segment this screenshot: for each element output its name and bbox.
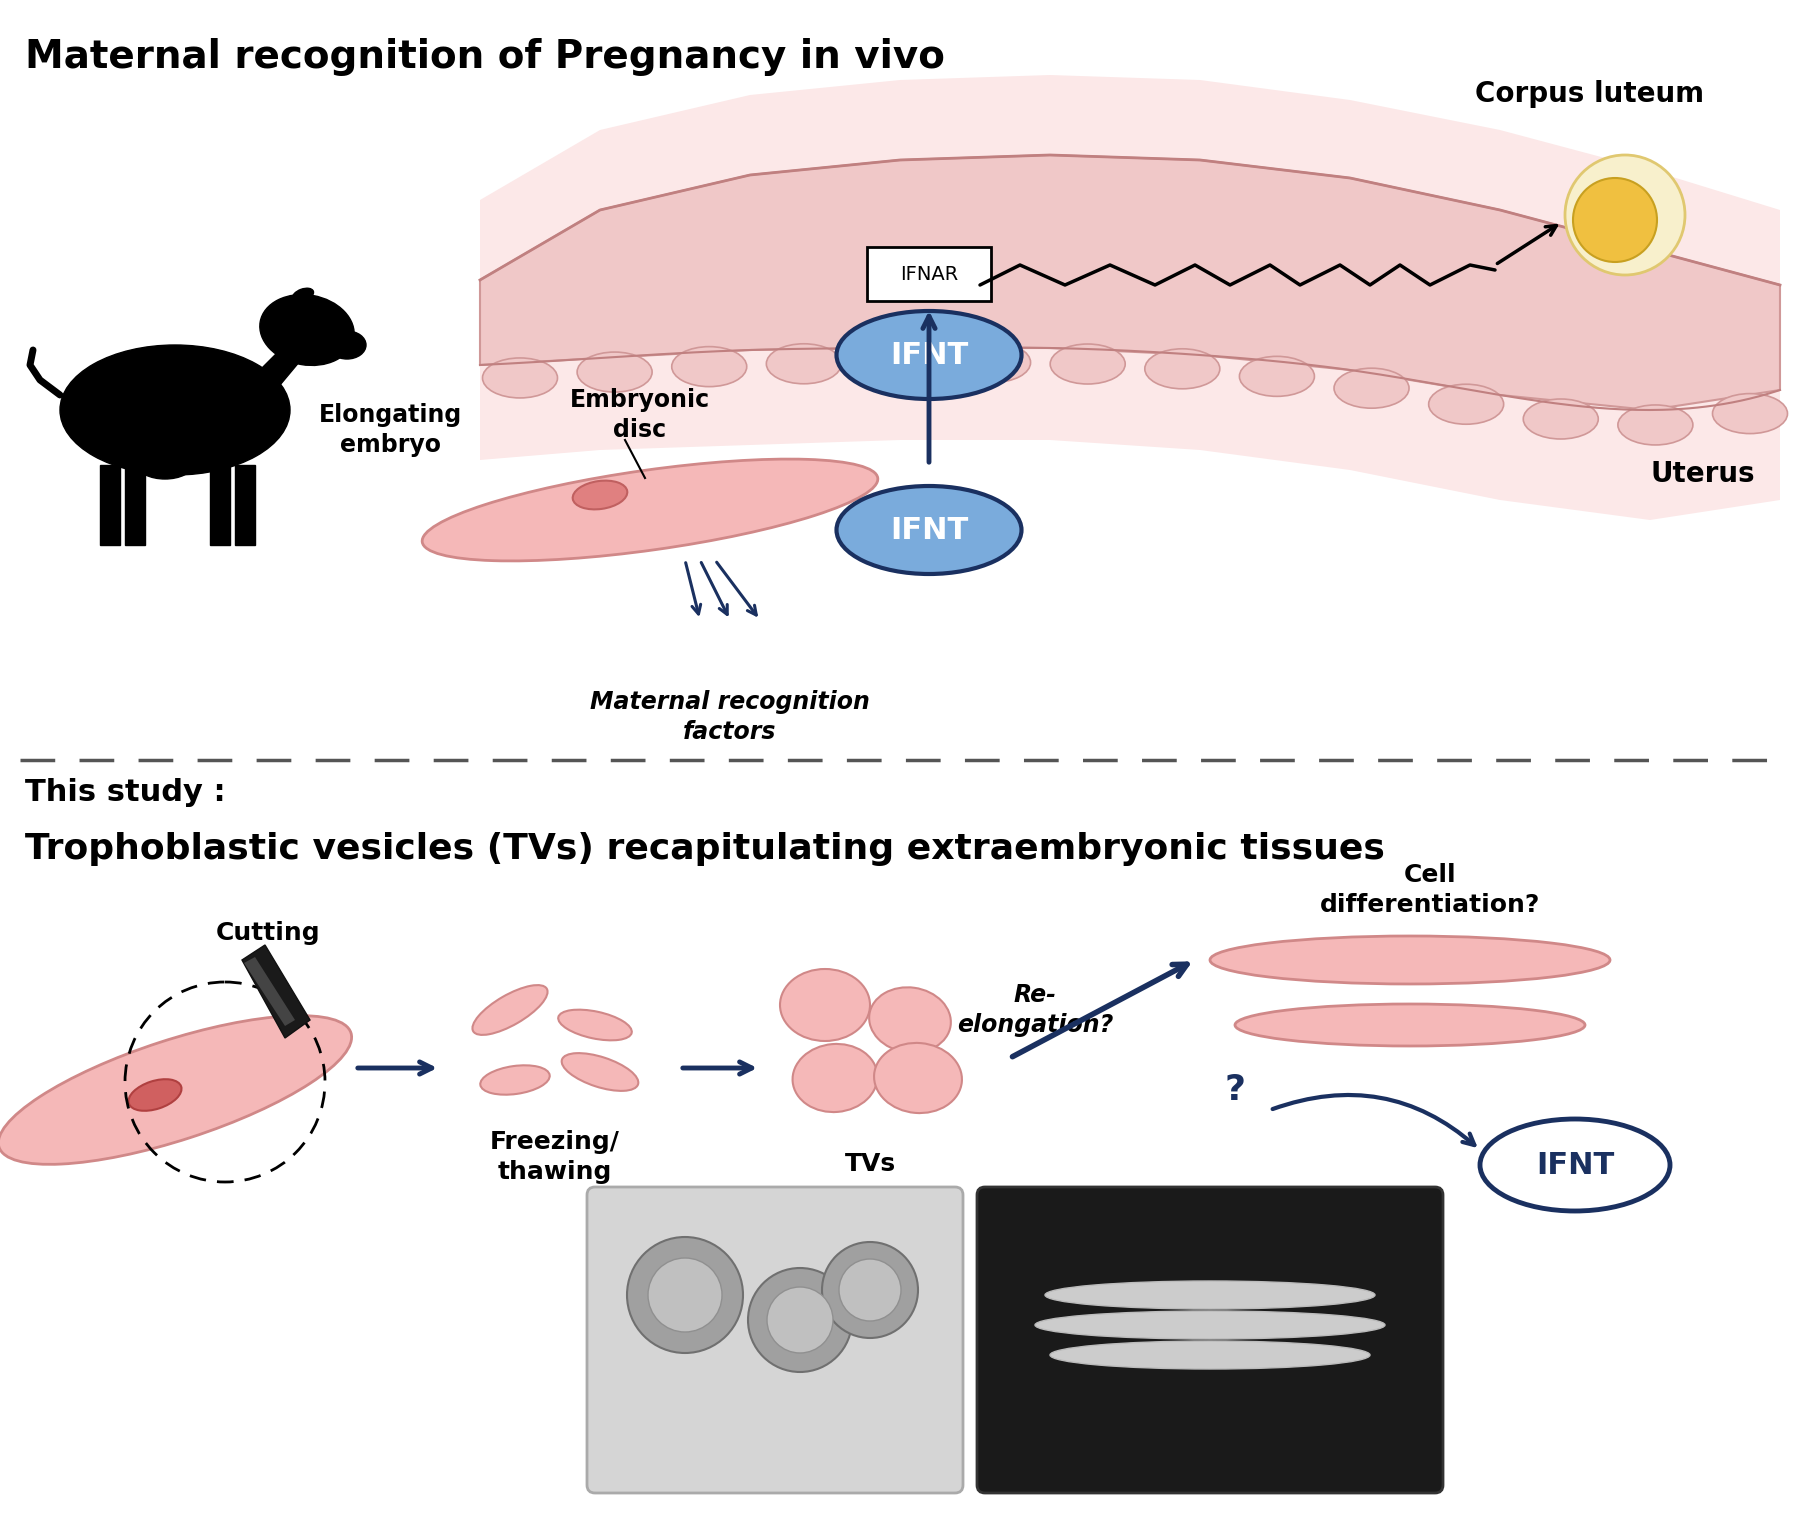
Ellipse shape <box>1211 936 1611 985</box>
Ellipse shape <box>1712 393 1788 434</box>
Circle shape <box>748 1268 853 1371</box>
Ellipse shape <box>561 1053 639 1091</box>
Text: Re-elongated: Re-elongated <box>1106 1437 1314 1465</box>
Ellipse shape <box>572 481 628 510</box>
Circle shape <box>1566 155 1685 275</box>
Ellipse shape <box>1050 344 1126 384</box>
Ellipse shape <box>293 288 313 302</box>
Ellipse shape <box>60 344 290 475</box>
Text: IFNT: IFNT <box>891 340 968 370</box>
Ellipse shape <box>261 294 355 366</box>
Ellipse shape <box>1234 1004 1586 1047</box>
Text: Re-
elongation?: Re- elongation? <box>957 983 1113 1036</box>
Ellipse shape <box>766 344 842 384</box>
Text: Cutting: Cutting <box>215 921 320 945</box>
Ellipse shape <box>422 460 878 561</box>
Ellipse shape <box>956 343 1030 382</box>
FancyBboxPatch shape <box>867 247 992 300</box>
Circle shape <box>767 1286 833 1353</box>
Text: Cell
differentiation?: Cell differentiation? <box>1319 863 1540 916</box>
Text: Embryonic
disc: Embryonic disc <box>570 388 710 441</box>
Ellipse shape <box>1044 1280 1376 1309</box>
FancyBboxPatch shape <box>977 1186 1443 1493</box>
Ellipse shape <box>472 985 548 1035</box>
Text: IFNT: IFNT <box>891 516 968 545</box>
Circle shape <box>626 1236 742 1353</box>
Ellipse shape <box>793 1044 878 1112</box>
Text: ?: ? <box>1225 1073 1245 1107</box>
Ellipse shape <box>836 311 1021 399</box>
Text: Freezing/
thawing: Freezing/ thawing <box>491 1130 621 1183</box>
Ellipse shape <box>0 1016 351 1165</box>
Ellipse shape <box>1428 384 1504 425</box>
Text: TVs: TVs <box>662 1437 719 1465</box>
Ellipse shape <box>557 1010 632 1041</box>
Ellipse shape <box>836 485 1021 573</box>
Ellipse shape <box>1144 349 1220 388</box>
Text: Trophoblastic vesicles (TVs) recapitulating extraembryonic tissues: Trophoblastic vesicles (TVs) recapitulat… <box>25 831 1385 866</box>
Polygon shape <box>261 344 306 385</box>
Polygon shape <box>243 945 310 1038</box>
Circle shape <box>822 1242 918 1338</box>
Ellipse shape <box>1035 1311 1385 1340</box>
Text: Corpus luteum: Corpus luteum <box>1475 80 1705 108</box>
Text: IFNAR: IFNAR <box>900 264 957 284</box>
Circle shape <box>648 1258 722 1332</box>
FancyBboxPatch shape <box>125 466 145 545</box>
Circle shape <box>840 1259 901 1321</box>
Ellipse shape <box>780 969 871 1041</box>
Text: Elongating
embryo: Elongating embryo <box>319 404 462 457</box>
Ellipse shape <box>672 346 748 387</box>
Ellipse shape <box>1524 399 1598 438</box>
Text: Uterus: Uterus <box>1651 460 1756 488</box>
Polygon shape <box>480 155 1779 410</box>
Ellipse shape <box>1240 356 1314 396</box>
Ellipse shape <box>138 451 192 479</box>
Ellipse shape <box>1481 1120 1671 1211</box>
Circle shape <box>1573 177 1656 262</box>
FancyBboxPatch shape <box>235 466 255 545</box>
Text: IFNT: IFNT <box>1537 1150 1615 1180</box>
FancyBboxPatch shape <box>100 466 119 545</box>
Text: This study :: This study : <box>25 778 226 807</box>
Ellipse shape <box>483 358 557 397</box>
FancyBboxPatch shape <box>210 466 230 545</box>
FancyBboxPatch shape <box>586 1186 963 1493</box>
Text: TVs: TVs <box>845 1151 896 1176</box>
Ellipse shape <box>129 1079 181 1110</box>
Ellipse shape <box>862 343 936 382</box>
Ellipse shape <box>480 1065 550 1095</box>
Text: Maternal recognition
factors: Maternal recognition factors <box>590 690 871 743</box>
Ellipse shape <box>874 1042 961 1113</box>
Polygon shape <box>480 74 1779 520</box>
Ellipse shape <box>869 988 950 1053</box>
Ellipse shape <box>1334 369 1408 408</box>
Ellipse shape <box>1050 1341 1370 1368</box>
Ellipse shape <box>1618 405 1692 444</box>
Polygon shape <box>244 957 295 1025</box>
Text: Maternal recognition of Pregnancy in vivo: Maternal recognition of Pregnancy in viv… <box>25 38 945 76</box>
Ellipse shape <box>577 352 652 391</box>
Ellipse shape <box>328 331 366 360</box>
